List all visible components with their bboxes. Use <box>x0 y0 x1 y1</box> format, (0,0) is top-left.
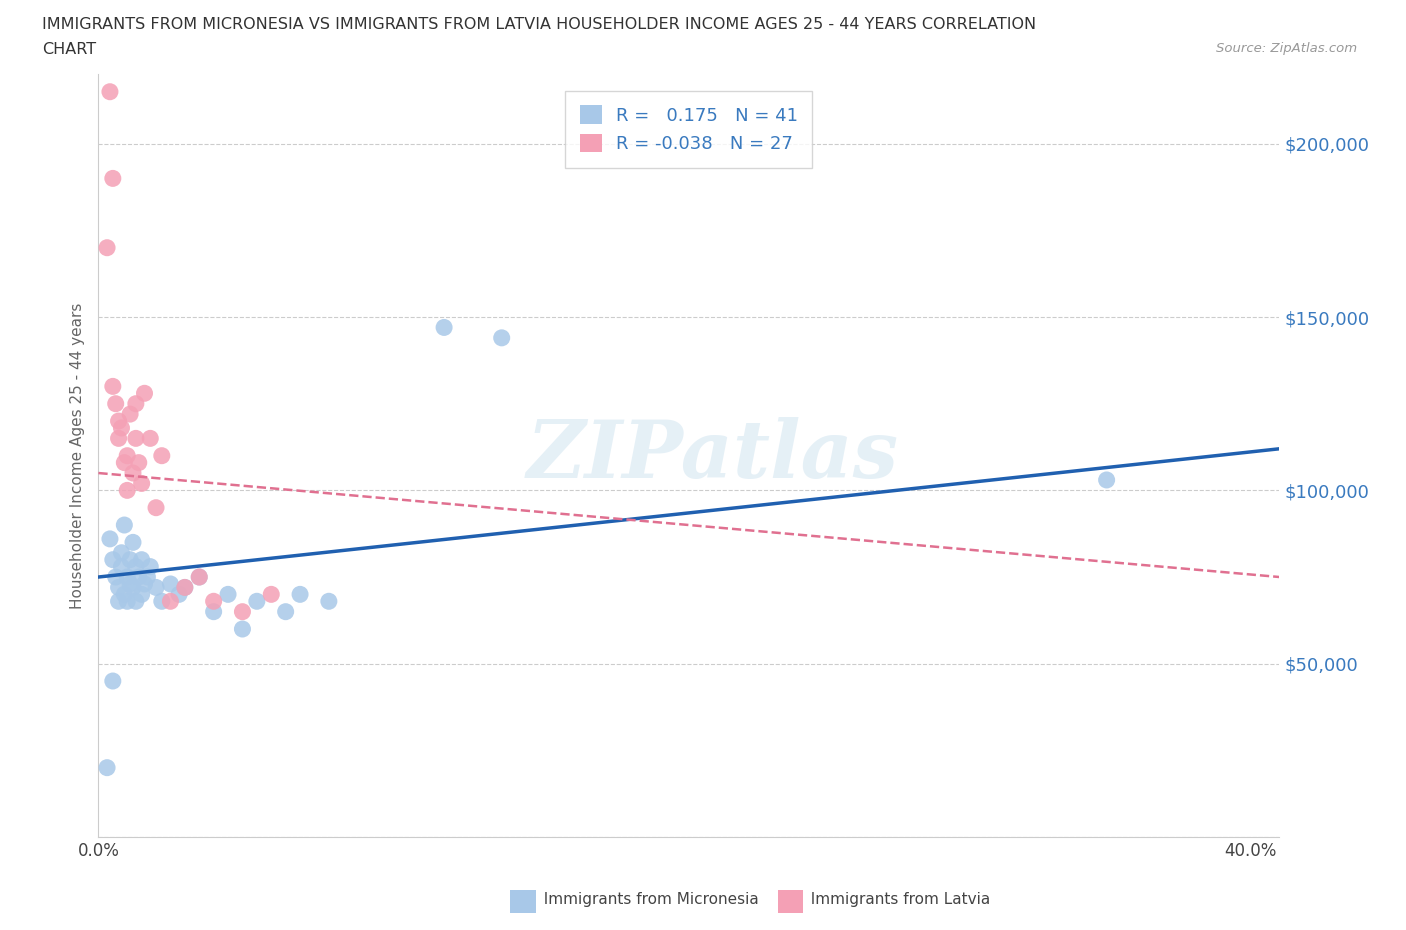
Point <box>128 569 150 584</box>
Point <box>101 171 124 186</box>
Point <box>145 500 167 515</box>
Point <box>246 594 269 609</box>
Point <box>122 580 145 595</box>
Point <box>115 448 138 463</box>
Text: Source: ZipAtlas.com: Source: ZipAtlas.com <box>1216 42 1357 55</box>
Point <box>131 552 153 567</box>
Point <box>136 569 159 584</box>
Point <box>112 518 135 533</box>
Point <box>159 577 181 591</box>
Point <box>202 594 225 609</box>
Point <box>101 379 124 393</box>
Point <box>122 535 145 550</box>
Point <box>110 559 132 574</box>
Point <box>491 330 513 345</box>
Point <box>107 431 129 445</box>
Point <box>128 455 150 470</box>
Point <box>188 569 211 584</box>
Text: Immigrants from Micronesia: Immigrants from Micronesia <box>534 892 759 907</box>
Point <box>110 545 132 560</box>
Point <box>120 406 142 421</box>
Point <box>96 760 118 775</box>
Point <box>167 587 190 602</box>
Point <box>288 587 311 602</box>
Point <box>107 414 129 429</box>
Text: ZIPatlas: ZIPatlas <box>526 417 898 495</box>
Bar <box>778 890 803 913</box>
Point <box>115 483 138 498</box>
Point <box>120 577 142 591</box>
Point <box>107 594 129 609</box>
Point <box>112 455 135 470</box>
Point <box>131 476 153 491</box>
Point <box>202 604 225 619</box>
Point <box>433 320 456 335</box>
Point <box>231 604 253 619</box>
Point <box>125 431 148 445</box>
Point <box>173 580 195 595</box>
Point <box>107 580 129 595</box>
Point <box>125 559 148 574</box>
Text: IMMIGRANTS FROM MICRONESIA VS IMMIGRANTS FROM LATVIA HOUSEHOLDER INCOME AGES 25 : IMMIGRANTS FROM MICRONESIA VS IMMIGRANTS… <box>42 17 1036 32</box>
Point <box>98 85 121 100</box>
Point <box>104 396 127 411</box>
Point <box>101 552 124 567</box>
Point <box>145 580 167 595</box>
Bar <box>510 890 536 913</box>
Point <box>122 466 145 481</box>
Point <box>139 559 162 574</box>
Point <box>125 396 148 411</box>
Point <box>115 594 138 609</box>
Point <box>96 240 118 255</box>
Point <box>104 569 127 584</box>
Point <box>217 587 239 602</box>
Point <box>139 431 162 445</box>
Legend: R =   0.175   N = 41, R = -0.038   N = 27: R = 0.175 N = 41, R = -0.038 N = 27 <box>565 91 813 167</box>
Point <box>150 448 173 463</box>
Point <box>125 594 148 609</box>
Text: Immigrants from Latvia: Immigrants from Latvia <box>801 892 991 907</box>
Point <box>173 580 195 595</box>
Point <box>150 594 173 609</box>
Point <box>159 594 181 609</box>
Point <box>274 604 297 619</box>
Point <box>318 594 340 609</box>
Point <box>131 587 153 602</box>
Y-axis label: Householder Income Ages 25 - 44 years: Householder Income Ages 25 - 44 years <box>69 302 84 609</box>
Point <box>112 587 135 602</box>
Point <box>110 420 132 435</box>
Point <box>120 552 142 567</box>
Point <box>134 577 156 591</box>
Point <box>134 386 156 401</box>
Point <box>260 587 283 602</box>
Point <box>188 569 211 584</box>
Text: CHART: CHART <box>42 42 96 57</box>
Point <box>98 531 121 546</box>
Point <box>101 673 124 688</box>
Point <box>1095 472 1118 487</box>
Point <box>115 569 138 584</box>
Point <box>231 621 253 636</box>
